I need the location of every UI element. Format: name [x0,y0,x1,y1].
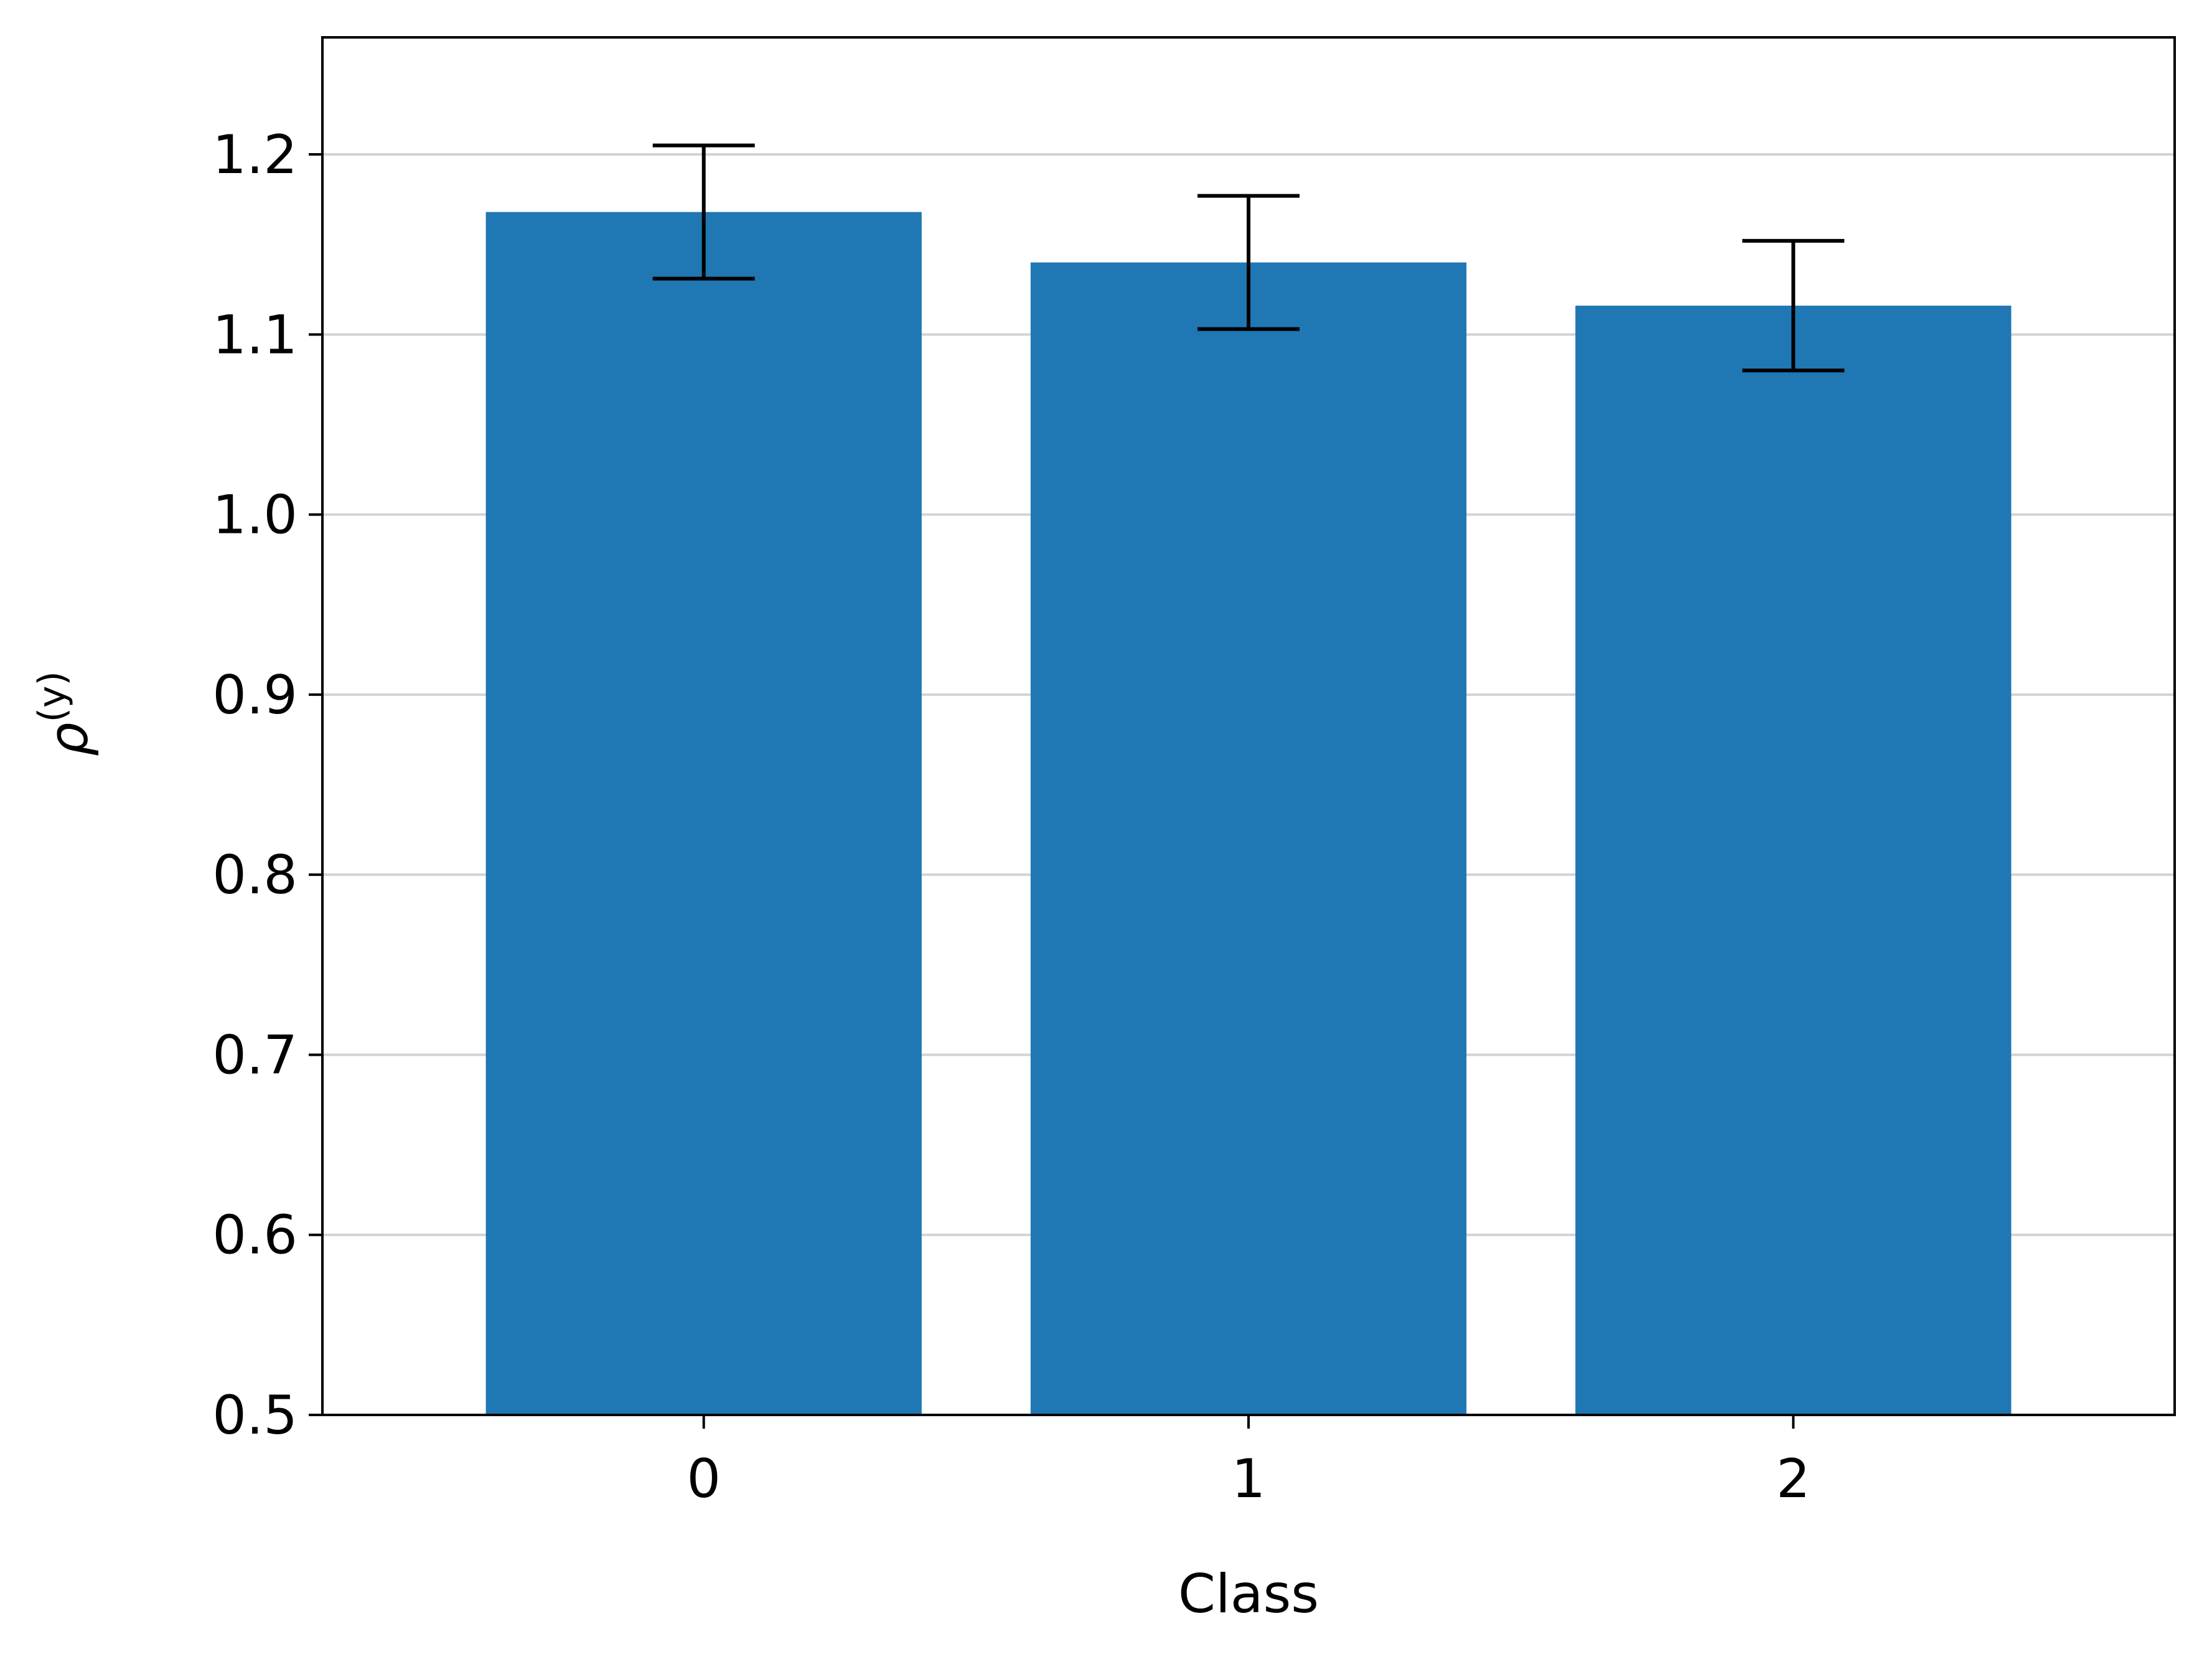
y-tick-label: 1.2 [212,124,298,186]
error-bar-class-2 [1742,238,1845,373]
error-bar-class-0 [652,143,755,281]
y-axis-ticks: 0.5 0.6 0.7 0.8 0.9 1.0 1.1 1.2 [212,124,322,1447]
error-bar-class-1 [1197,194,1300,331]
y-axis-label-base: ρ [38,722,100,756]
y-tick-label: 0.8 [212,844,298,906]
y-tick-label: 0.6 [212,1205,298,1267]
bar-class-1 [1030,262,1467,1415]
x-axis-ticks: 0 1 2 [687,1415,1811,1510]
y-tick-label: 1.0 [212,484,298,547]
y-tick-label: 0.7 [212,1024,298,1086]
y-axis-label: ρ(y) [30,671,100,756]
x-axis-label: Class [1178,1563,1319,1625]
x-tick-label: 0 [687,1448,721,1510]
y-tick-label: 0.9 [212,664,298,726]
x-tick-label: 1 [1232,1448,1266,1510]
x-tick-label: 2 [1776,1448,1811,1510]
y-tick-label: 1.1 [212,304,298,366]
bars [485,212,2012,1416]
error-bars [652,143,1845,373]
bar-class-2 [1575,306,2012,1415]
y-tick-label: 0.5 [212,1384,298,1447]
y-axis-label-superscript: (y) [30,671,74,722]
bar-class-0 [485,212,922,1416]
